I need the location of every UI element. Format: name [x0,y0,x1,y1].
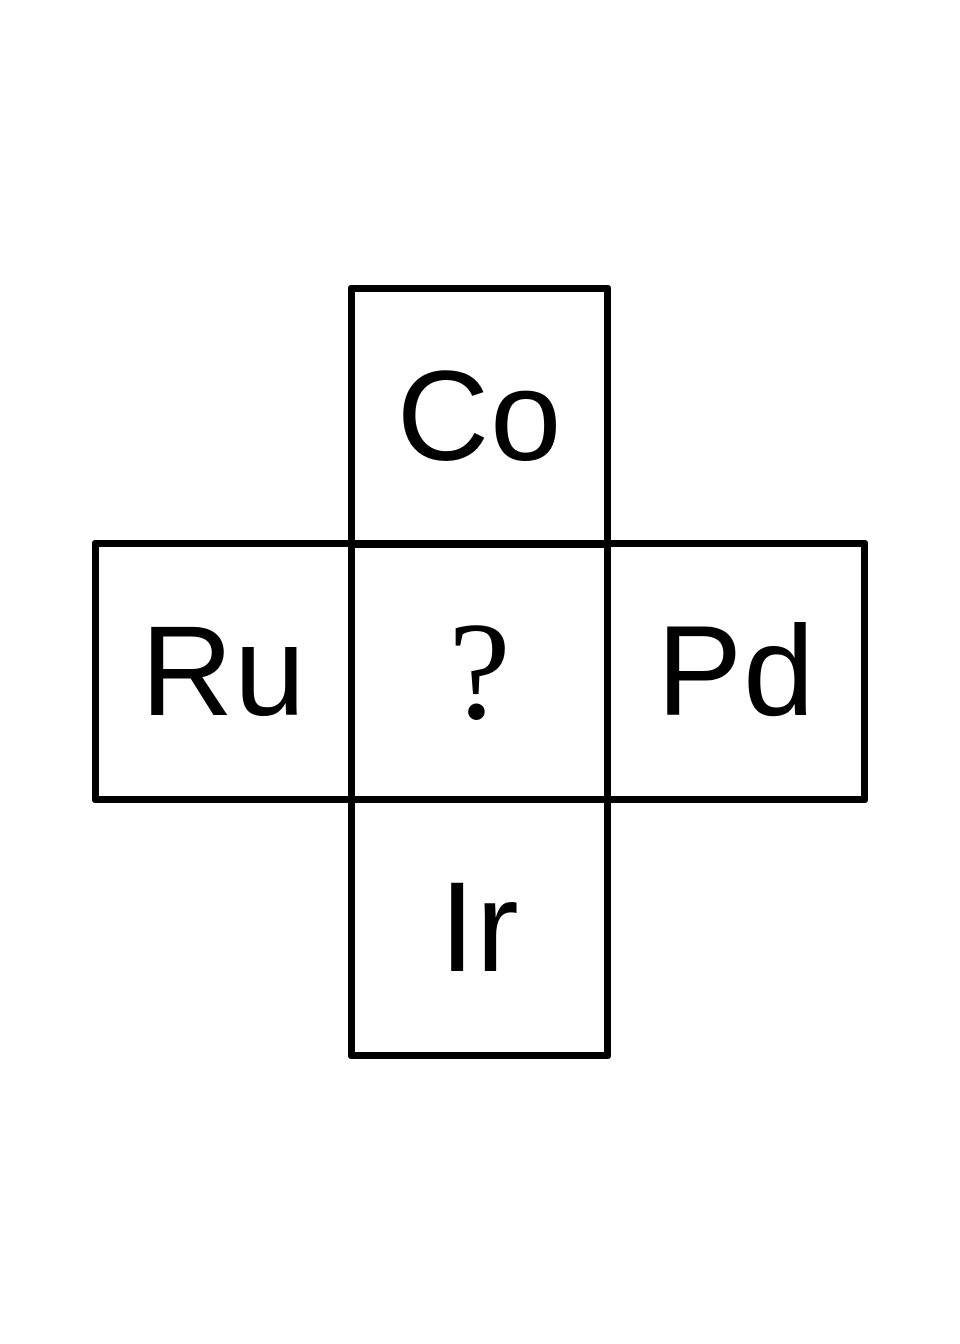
element-symbol-left: Ru [140,599,307,743]
cell-left: Ru [92,540,355,803]
cell-bottom: Ir [348,796,611,1059]
cell-right: Pd [604,540,868,803]
cell-center: ? [348,540,611,803]
element-symbol-right: Pd [656,599,816,743]
cell-top: Co [348,285,611,548]
element-symbol-top: Co [396,344,563,488]
element-symbol-bottom: Ir [439,855,520,999]
unknown-element-mark: ? [448,593,511,749]
